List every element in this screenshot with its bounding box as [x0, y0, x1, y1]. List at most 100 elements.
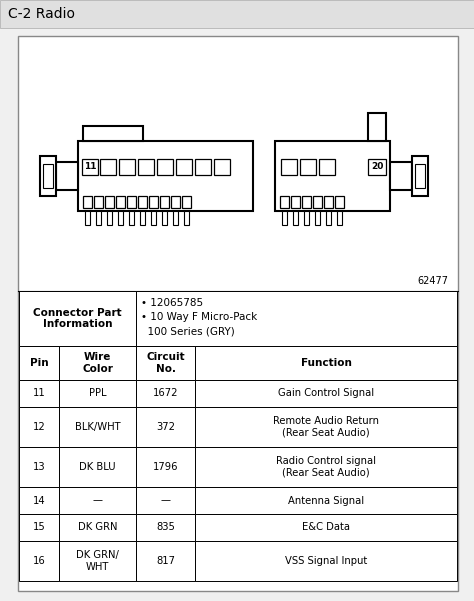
Text: 12: 12: [33, 422, 46, 432]
Bar: [136, 407, 195, 447]
Bar: [94, 195, 103, 207]
Bar: [83, 195, 92, 207]
Bar: [105, 195, 114, 207]
Text: Gain Control Signal: Gain Control Signal: [278, 388, 374, 398]
Bar: [136, 487, 195, 514]
Text: 11: 11: [84, 162, 96, 171]
Bar: [136, 380, 195, 407]
Bar: [195, 407, 457, 447]
Bar: [315, 211, 320, 225]
Bar: [19, 487, 59, 514]
Bar: [415, 164, 425, 188]
Text: • 12065785
• 10 Way F Micro-Pack
  100 Series (GRY): • 12065785 • 10 Way F Micro-Pack 100 Ser…: [141, 298, 257, 336]
Bar: [195, 159, 211, 175]
Bar: [281, 159, 297, 175]
Bar: [176, 159, 192, 175]
Bar: [140, 211, 145, 225]
Text: 14: 14: [33, 495, 46, 505]
Bar: [302, 195, 311, 207]
Bar: [59, 447, 136, 487]
Bar: [304, 211, 309, 225]
Bar: [171, 195, 180, 207]
Bar: [82, 159, 98, 175]
Text: Connector Part
Information: Connector Part Information: [33, 308, 122, 329]
Text: Radio Control signal
(Rear Seat Audio): Radio Control signal (Rear Seat Audio): [276, 456, 376, 478]
Bar: [56, 162, 78, 190]
Bar: [280, 195, 289, 207]
Bar: [326, 211, 331, 225]
Text: 1672: 1672: [153, 388, 178, 398]
Bar: [412, 156, 428, 196]
Text: Wire
Color: Wire Color: [82, 352, 113, 374]
Bar: [85, 211, 90, 225]
Bar: [19, 380, 59, 407]
Bar: [195, 487, 457, 514]
Bar: [195, 514, 457, 541]
Text: PPL: PPL: [89, 388, 106, 398]
Bar: [184, 211, 189, 225]
Bar: [19, 346, 59, 380]
Text: DK GRN: DK GRN: [78, 522, 118, 532]
Text: 13: 13: [33, 462, 46, 472]
Bar: [100, 159, 116, 175]
Bar: [107, 211, 112, 225]
Text: 62477: 62477: [417, 276, 448, 286]
Text: Circuit
No.: Circuit No.: [146, 352, 185, 374]
Text: DK GRN/
WHT: DK GRN/ WHT: [76, 550, 119, 572]
Bar: [313, 195, 322, 207]
Text: Remote Audio Return
(Rear Seat Audio): Remote Audio Return (Rear Seat Audio): [273, 416, 379, 438]
Bar: [275, 141, 390, 211]
Bar: [162, 211, 167, 225]
Bar: [129, 211, 134, 225]
Bar: [78, 141, 253, 211]
Text: DK BLU: DK BLU: [79, 462, 116, 472]
Bar: [83, 126, 143, 141]
Bar: [40, 156, 56, 196]
Text: BLK/WHT: BLK/WHT: [75, 422, 120, 432]
Bar: [138, 159, 154, 175]
Bar: [116, 195, 125, 207]
Bar: [195, 380, 457, 407]
Bar: [118, 211, 123, 225]
Text: —: —: [92, 495, 102, 505]
Bar: [151, 211, 156, 225]
Bar: [282, 211, 287, 225]
Bar: [136, 541, 195, 581]
Bar: [127, 195, 136, 207]
Bar: [182, 195, 191, 207]
Text: 372: 372: [156, 422, 175, 432]
Text: Function: Function: [301, 358, 352, 368]
Bar: [136, 346, 195, 380]
Text: 835: 835: [156, 522, 175, 532]
Bar: [96, 211, 101, 225]
Bar: [195, 447, 457, 487]
Text: Pin: Pin: [30, 358, 48, 368]
Bar: [59, 346, 136, 380]
Bar: [291, 195, 300, 207]
Bar: [335, 195, 344, 207]
Bar: [160, 195, 169, 207]
Bar: [19, 447, 59, 487]
Text: 817: 817: [156, 556, 175, 566]
Bar: [157, 159, 173, 175]
Bar: [119, 159, 135, 175]
Bar: [59, 380, 136, 407]
Bar: [138, 195, 147, 207]
Bar: [59, 514, 136, 541]
Text: 16: 16: [33, 556, 46, 566]
Text: Antenna Signal: Antenna Signal: [288, 495, 364, 505]
Text: 11: 11: [33, 388, 46, 398]
Bar: [59, 541, 136, 581]
Bar: [19, 514, 59, 541]
Text: E&C Data: E&C Data: [302, 522, 350, 532]
Bar: [319, 159, 335, 175]
Bar: [390, 162, 412, 190]
Bar: [136, 514, 195, 541]
Bar: [136, 291, 457, 346]
Bar: [293, 211, 298, 225]
Bar: [173, 211, 178, 225]
Bar: [136, 447, 195, 487]
Bar: [300, 159, 316, 175]
Text: C-2 Radio: C-2 Radio: [8, 7, 75, 21]
Bar: [19, 291, 136, 346]
